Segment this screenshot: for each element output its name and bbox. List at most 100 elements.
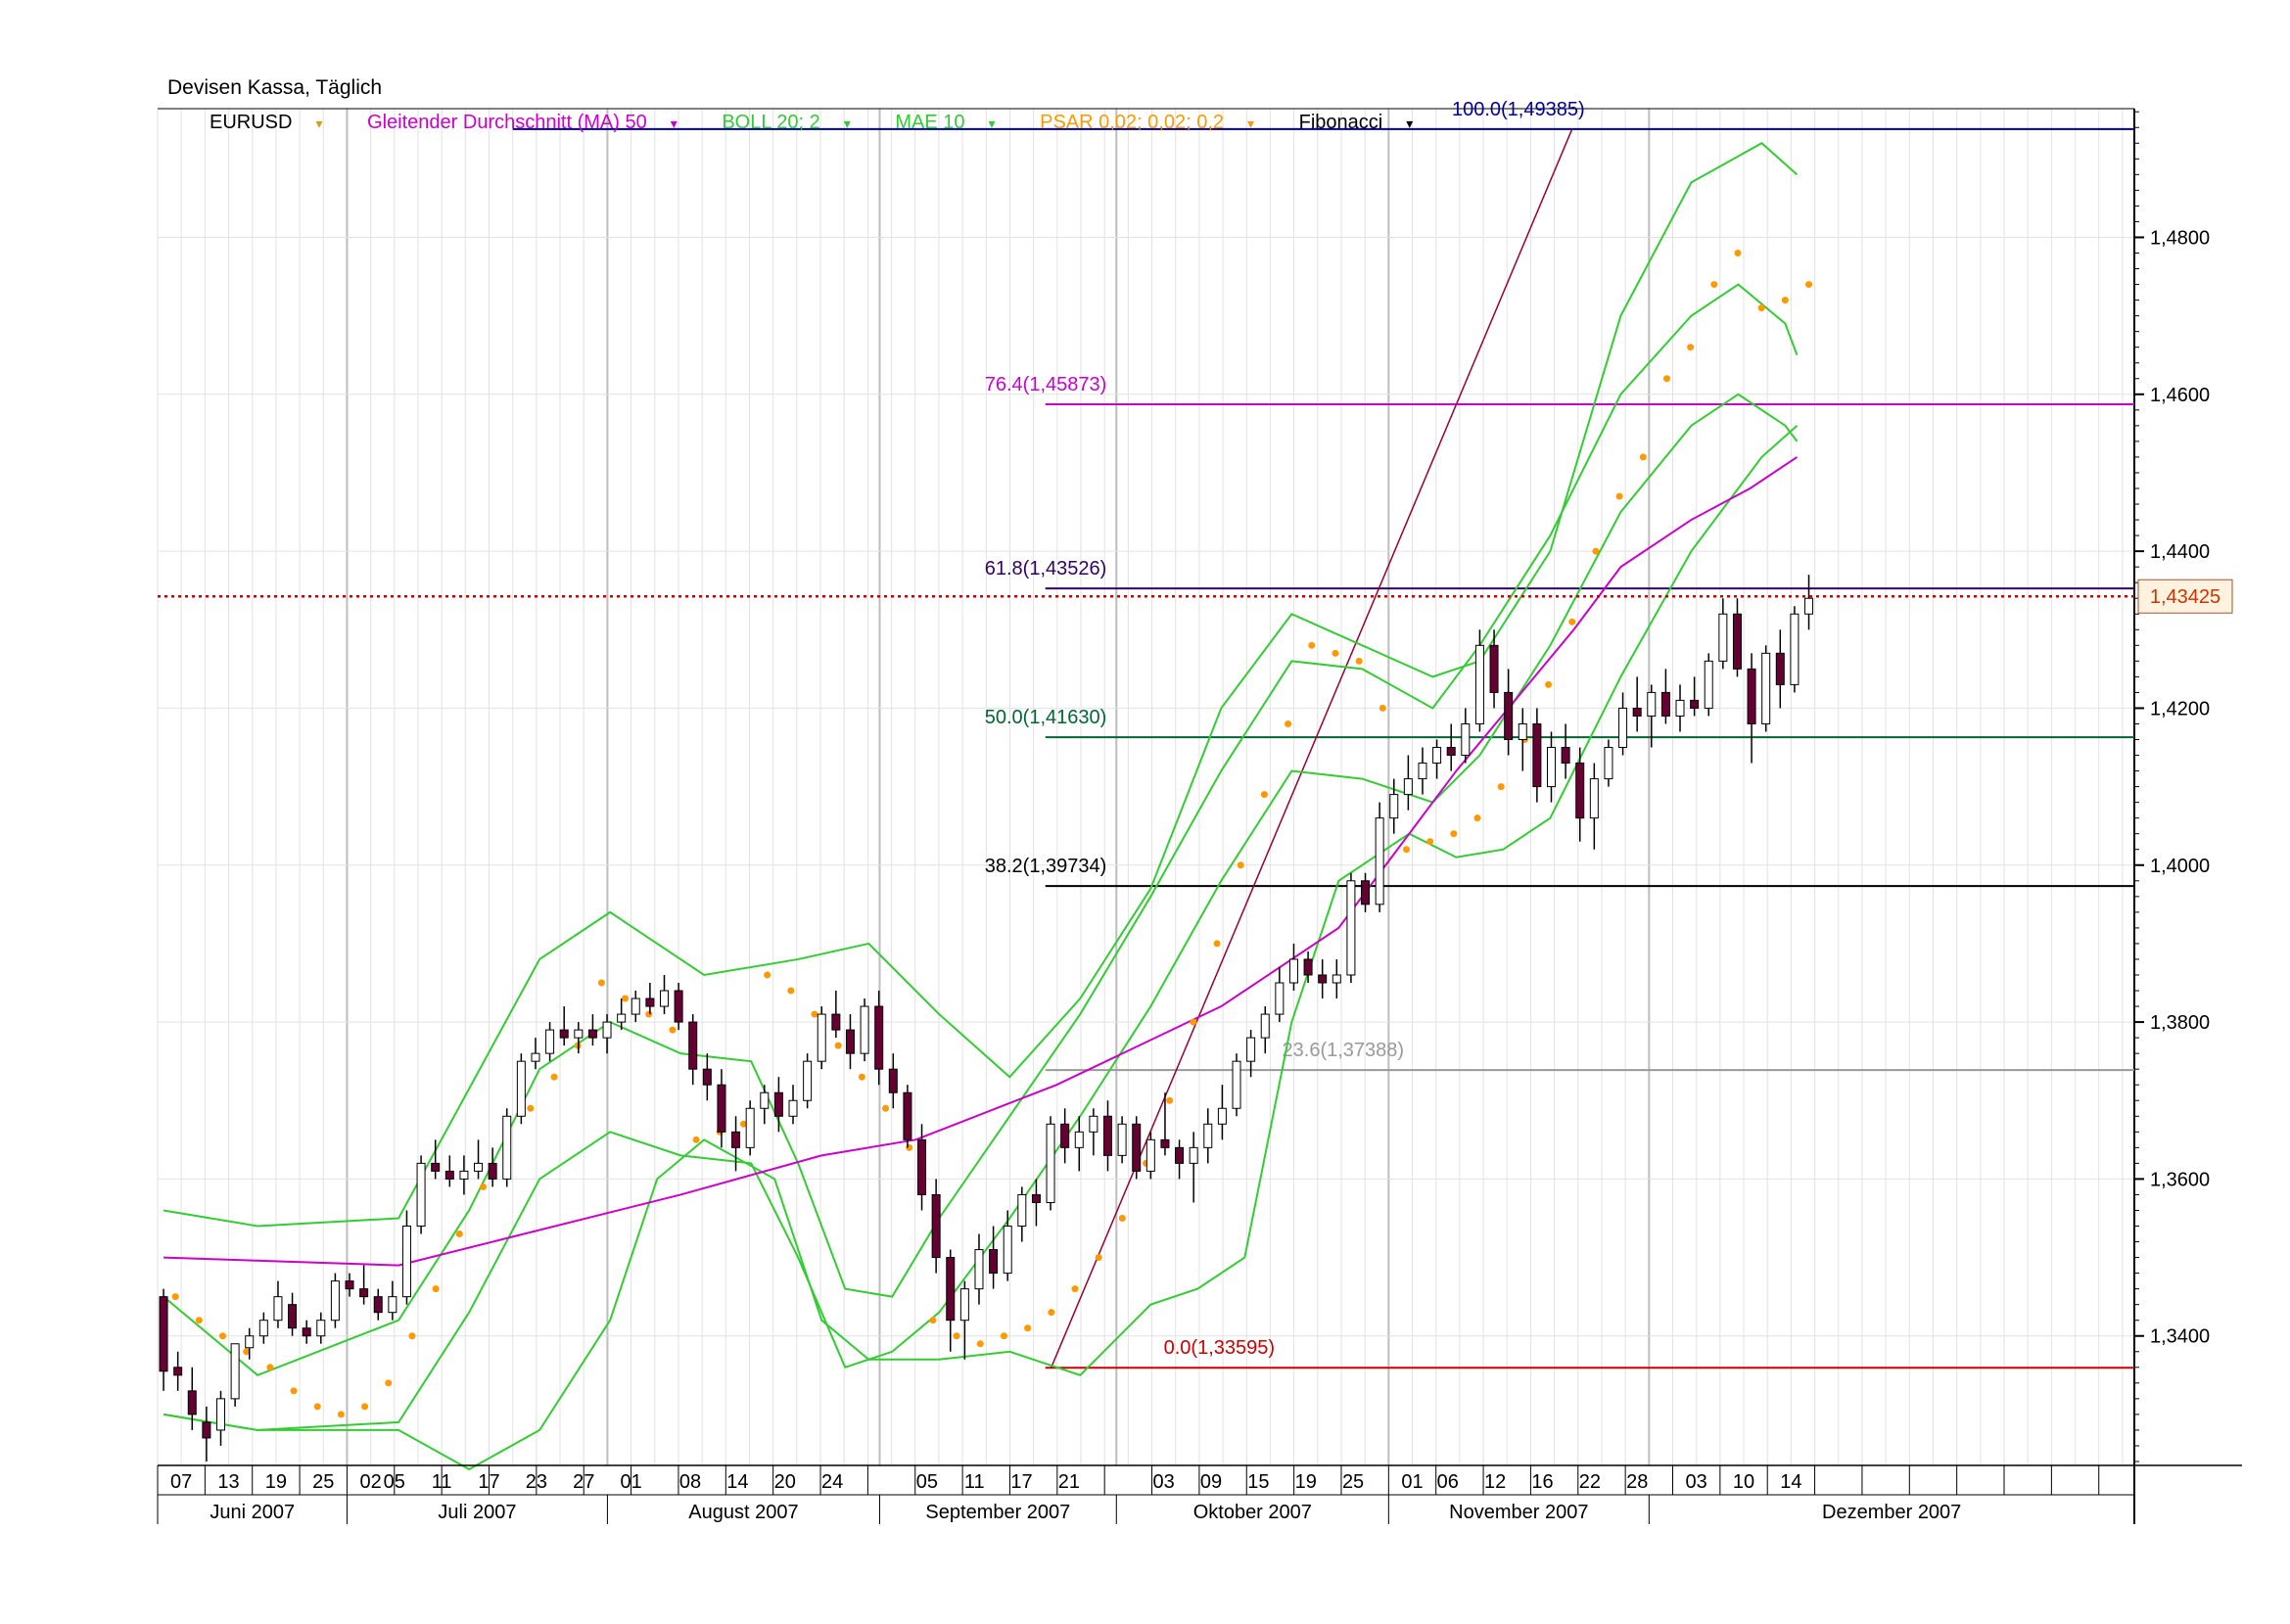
fib-label: 76.4(1,45873) xyxy=(985,374,1107,395)
candle-body xyxy=(917,1138,927,1195)
psar-dot xyxy=(218,1332,226,1340)
candle-body xyxy=(401,1226,411,1298)
legend-dropdown-icon[interactable]: ▾ xyxy=(1406,116,1414,131)
candle-body xyxy=(1132,1123,1142,1172)
candle-body xyxy=(502,1115,512,1180)
y-tick-label: 1,4600 xyxy=(2150,385,2210,406)
candle-body xyxy=(1117,1123,1127,1156)
current-price-badge xyxy=(2137,579,2233,614)
candle-body xyxy=(1732,613,1742,670)
psar-dot xyxy=(787,987,795,995)
x-axis-labels: 07 13 19 25 02 05 11 17 23 27 01 08 14 20 24 05 11 17 21 03… xyxy=(157,1465,2100,1524)
legend-item-fibonacci[interactable]: Fibonacci ▾ xyxy=(1299,112,1433,133)
x-day-label: 23 xyxy=(526,1471,547,1493)
candle xyxy=(1189,1132,1198,1203)
psar-dot xyxy=(195,1317,203,1324)
x-day-label: 13 xyxy=(217,1471,239,1493)
candle xyxy=(1518,708,1527,771)
candle-body xyxy=(1561,747,1570,765)
candle-body xyxy=(159,1296,168,1372)
legend-label: PSAR 0,02; 0,02; 0,2 xyxy=(1040,112,1225,133)
psar-dot xyxy=(882,1104,890,1112)
candle-body xyxy=(1017,1193,1027,1228)
candle-body xyxy=(1546,747,1556,788)
candle xyxy=(1432,739,1442,779)
psar-dot xyxy=(337,1411,345,1418)
candle xyxy=(1031,1179,1041,1227)
x-month-label: Dezember 2007 xyxy=(1822,1502,1961,1523)
candle xyxy=(1074,1116,1084,1172)
psar-dot xyxy=(1687,344,1695,351)
legend-item-ma50[interactable]: Gleitender Durchschnitt (MA) 50 ▾ xyxy=(367,112,697,133)
candle xyxy=(1175,1139,1185,1180)
legend-dropdown-icon[interactable]: ▾ xyxy=(988,116,996,131)
x-day-label: 05 xyxy=(384,1471,405,1493)
psar-dot xyxy=(385,1379,393,1387)
candle xyxy=(1675,684,1685,732)
psar-dot xyxy=(1213,940,1221,948)
psar-dot xyxy=(1781,297,1789,304)
legend-item-psar[interactable]: PSAR 0,02; 0,02; 0,2 ▾ xyxy=(1040,112,1274,133)
candle-body xyxy=(587,1029,597,1039)
candle xyxy=(1474,629,1484,732)
candle-body xyxy=(1504,691,1514,741)
psar-dot xyxy=(1024,1324,1032,1332)
legend-dropdown-icon[interactable]: ▾ xyxy=(315,116,323,131)
candle-body xyxy=(888,1068,898,1093)
candle xyxy=(1589,763,1599,850)
candle xyxy=(845,1014,855,1070)
mae-lower-line xyxy=(163,393,1799,1431)
psar-dot xyxy=(1473,814,1481,822)
candle xyxy=(1718,598,1728,670)
candle-body xyxy=(659,990,669,1007)
candle xyxy=(645,983,655,1015)
candle-body xyxy=(1275,982,1285,1015)
candle-body xyxy=(258,1320,268,1337)
legend-dropdown-icon[interactable]: ▾ xyxy=(843,116,851,131)
candle xyxy=(731,1116,741,1172)
x-day-label: 10 xyxy=(1733,1471,1754,1493)
fib-label: 23.6(1,37388) xyxy=(1283,1040,1405,1061)
legend-item-eurusd[interactable]: EURUSD ▾ xyxy=(210,112,342,133)
candle-body xyxy=(1474,644,1484,724)
y-tick-label: 1,4400 xyxy=(2150,541,2210,563)
x-month-label: November 2007 xyxy=(1449,1502,1588,1523)
legend-label: EURUSD xyxy=(210,112,293,133)
candle-body xyxy=(1232,1060,1241,1109)
candle xyxy=(388,1280,397,1321)
psar-dot xyxy=(266,1364,274,1371)
psar-dot xyxy=(1592,547,1600,555)
candle xyxy=(173,1351,183,1391)
candle xyxy=(474,1139,484,1180)
candle-body xyxy=(1346,880,1356,976)
candle xyxy=(1375,802,1384,912)
candle-body xyxy=(373,1296,383,1314)
candle-body xyxy=(1575,763,1585,819)
mae-upper-line xyxy=(163,283,1799,1376)
candle xyxy=(459,1155,469,1195)
candle xyxy=(1461,708,1471,764)
candle xyxy=(345,1273,354,1297)
legend-item-boll[interactable]: BOLL 20; 2 ▾ xyxy=(722,112,869,133)
y-tick-label: 1,3600 xyxy=(2150,1169,2210,1190)
candle xyxy=(1575,747,1585,842)
candle xyxy=(803,1053,813,1109)
legend-dropdown-icon[interactable]: ▾ xyxy=(670,116,678,131)
candle xyxy=(688,1014,698,1086)
psar-dot xyxy=(764,971,771,979)
candle xyxy=(946,1249,956,1352)
candle-body xyxy=(1060,1123,1070,1148)
candle xyxy=(431,1139,441,1180)
fibonacci-layer: 100.0(1,49385) 76.4(1,45873) 61.8(1,43526)… xyxy=(512,99,2134,1369)
candle-body xyxy=(745,1107,755,1148)
candle xyxy=(444,1155,454,1187)
candle xyxy=(316,1312,326,1344)
psar-dot xyxy=(527,1104,535,1112)
candle xyxy=(903,1085,912,1148)
psar-dot xyxy=(1615,492,1623,500)
candle xyxy=(1647,684,1657,748)
legend-item-mae[interactable]: MAE 10 ▾ xyxy=(895,112,1014,133)
candle xyxy=(931,1179,941,1274)
legend-dropdown-icon[interactable]: ▾ xyxy=(1247,116,1255,131)
candle xyxy=(1361,872,1371,912)
